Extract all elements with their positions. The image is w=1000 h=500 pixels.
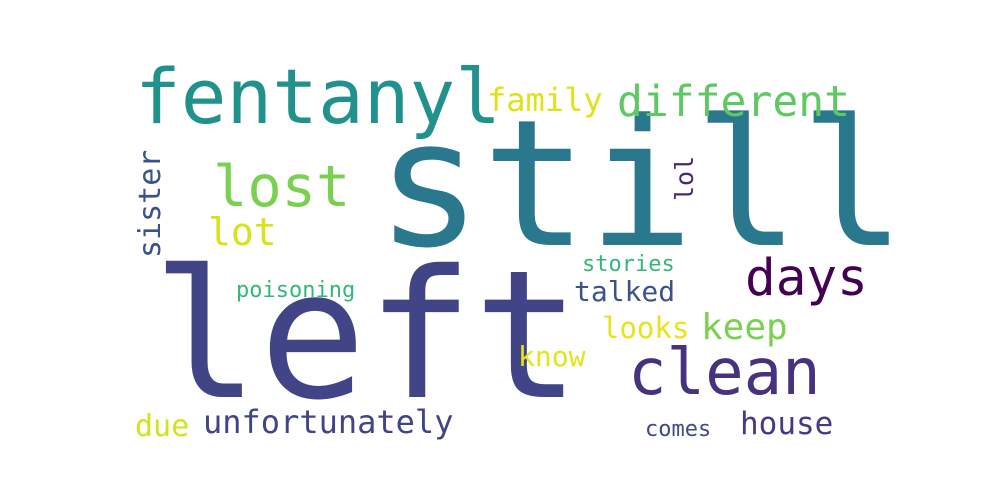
word-stories: stories [582, 252, 675, 277]
word-lost: lost [213, 154, 350, 220]
word-different: different [617, 77, 850, 127]
word-clean: clean [628, 336, 821, 410]
word-sister: sister [133, 150, 168, 258]
word-fentanyl: fentanyl [135, 52, 501, 141]
word-keep: keep [701, 307, 788, 348]
word-left: left [152, 232, 581, 439]
word-lot: lot [208, 210, 277, 254]
word-looks: looks [602, 311, 689, 345]
word-days: days [745, 249, 868, 308]
word-talked: talked [574, 275, 675, 308]
word-poisoning: poisoning [236, 278, 355, 303]
word-due: due [135, 409, 189, 444]
word-house: house [740, 406, 833, 442]
word-unfortunately: unfortunately [203, 403, 453, 441]
word-know: know [518, 340, 586, 373]
word-still: still [376, 82, 906, 287]
word-lol: lol [670, 156, 699, 201]
word-family: family [487, 81, 603, 119]
word-comes: comes [645, 417, 711, 442]
